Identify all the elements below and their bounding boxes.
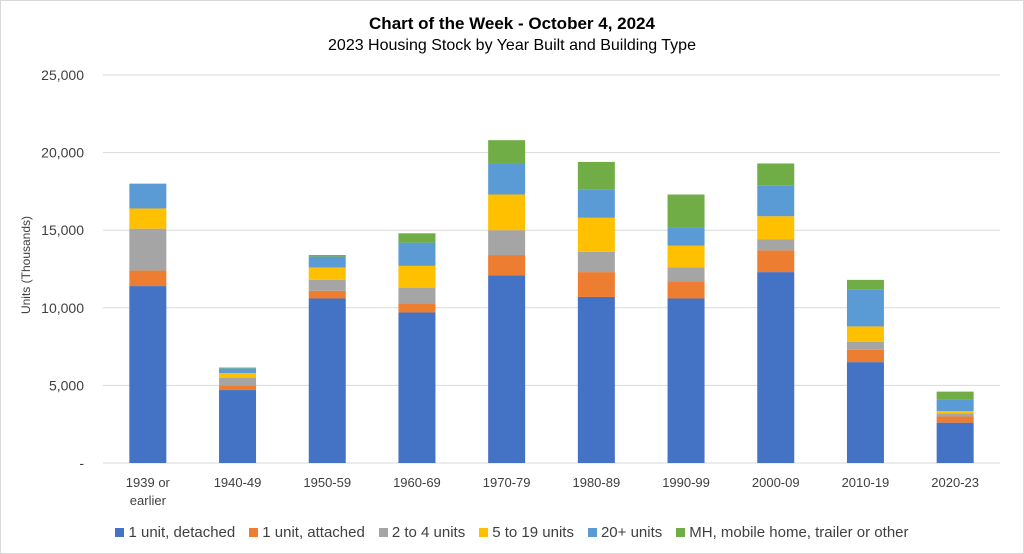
bar-segment (308, 256, 346, 268)
bar-segment (667, 298, 705, 463)
x-tick-label: 1970-79 (483, 475, 531, 490)
x-tick-label: 2000-09 (752, 475, 800, 490)
legend-swatch-icon (479, 528, 489, 537)
bar-segment (488, 230, 526, 256)
x-tick-label: 1990-99 (662, 475, 710, 490)
legend-label: 5 to 19 units (492, 524, 574, 541)
legend-item: 20+ units (587, 524, 663, 541)
bar-segment (308, 255, 346, 257)
bar-segment (398, 303, 436, 313)
bar-segment (667, 194, 705, 228)
bar-segment (129, 286, 167, 463)
bar-segment (488, 194, 526, 231)
x-tick-label: 1939 or (126, 475, 171, 490)
y-tick-label: 15,000 (41, 222, 84, 238)
bar-segment (936, 391, 974, 400)
bar-segment (757, 163, 795, 186)
bar-segment (219, 367, 257, 369)
bar-segment (488, 163, 526, 195)
bar-segment (308, 279, 346, 291)
bar-segment (398, 242, 436, 266)
bar-segment (846, 279, 884, 290)
bar-segment (577, 189, 615, 218)
bar-segment (488, 255, 526, 276)
y-tick-label: 10,000 (41, 300, 84, 316)
bar-segment (219, 372, 257, 378)
bar-segment (398, 312, 436, 463)
bar-segment (577, 272, 615, 297)
chart-title: Chart of the Week - October 4, 2024 (369, 14, 655, 33)
x-tick-label: 1940-49 (214, 475, 262, 490)
bar-segment (488, 140, 526, 164)
legend-label: 2 to 4 units (391, 524, 466, 541)
legend-swatch-icon (587, 528, 597, 537)
bar-segment (936, 399, 974, 412)
x-tick-label: 2020-23 (931, 475, 979, 490)
bar-segment (667, 267, 705, 282)
bar-segment (308, 267, 346, 280)
bar-segment (129, 270, 167, 287)
legend-item: 1 unit, detached (115, 524, 235, 541)
bar-segment (846, 362, 884, 463)
x-tick-label: 2010-19 (842, 475, 890, 490)
bar-segment (936, 411, 974, 414)
bar-segment (846, 326, 884, 342)
bar-segment (308, 298, 346, 463)
bar-segment (577, 217, 615, 252)
legend: 1 unit, detached 1 unit, attached 2 to 4 u… (0, 524, 1024, 541)
bar-segment (577, 251, 615, 273)
bar-segment (757, 272, 795, 463)
legend-swatch-icon (676, 528, 686, 537)
legend-swatch-icon (249, 528, 259, 537)
y-tick-label: 20,000 (41, 145, 84, 161)
bar-segment (757, 250, 795, 273)
bar-segment (129, 208, 167, 229)
legend-swatch-icon (115, 528, 125, 537)
bar-segment (936, 422, 974, 463)
legend-label: MH, mobile home, trailer or other (689, 524, 909, 541)
bar-segment (219, 385, 257, 391)
bar-segment (129, 183, 167, 209)
bar-segment (667, 227, 705, 246)
bar-segment (757, 185, 795, 217)
stacked-bar-chart: - 5,000 10,000 15,000 20,000 25,000 1939 or ear… (41, 67, 1000, 508)
legend-label: 1 unit, detached (128, 524, 236, 541)
legend-item: 1 unit, attached (249, 524, 365, 541)
legend-item: 2 to 4 units (378, 524, 466, 541)
legend-label: 20+ units (600, 524, 663, 541)
bar-segment (308, 290, 346, 299)
legend-item: MH, mobile home, trailer or other (676, 524, 909, 541)
bar-segment (398, 265, 436, 288)
bar-segment (936, 413, 974, 417)
x-tick-label: 1950-59 (303, 475, 351, 490)
bar-segment (577, 161, 615, 190)
bar-segment (846, 341, 884, 350)
bar-segment (577, 296, 615, 463)
bar-segment (219, 368, 257, 373)
bar-segment (757, 216, 795, 240)
legend-item: 5 to 19 units (479, 524, 574, 541)
bar-segment (757, 239, 795, 251)
chart-subtitle: 2023 Housing Stock by Year Built and Bui… (328, 37, 696, 54)
bar-segment (936, 416, 974, 423)
x-tick-label: earlier (130, 493, 167, 508)
bar-segment (667, 245, 705, 268)
bar-segment (667, 281, 705, 299)
bar-segment (129, 228, 167, 271)
bar-segment (398, 287, 436, 304)
y-tick-label: - (79, 455, 84, 471)
bar-segment (219, 377, 257, 386)
x-tick-label: 1960-69 (393, 475, 441, 490)
bar-segment (846, 349, 884, 363)
bar-segment (846, 289, 884, 327)
bar-segment (488, 275, 526, 463)
legend-swatch-icon (378, 528, 388, 537)
y-tick-label: 5,000 (49, 377, 84, 393)
legend-label: 1 unit, attached (262, 524, 365, 541)
bar-segment (219, 390, 257, 463)
bar-segment (398, 233, 436, 243)
y-tick-label: 25,000 (41, 67, 84, 83)
x-tick-label: 1980-89 (572, 475, 620, 490)
